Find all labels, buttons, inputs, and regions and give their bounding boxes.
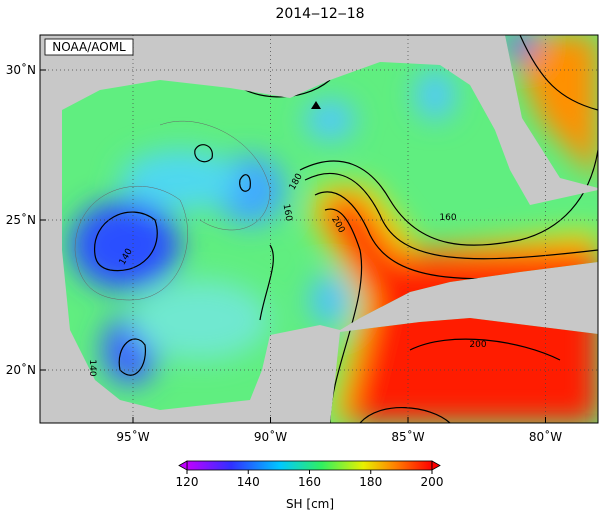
colorbar-tick-label: 180	[359, 475, 382, 489]
colorbar-tick-label: 200	[421, 475, 444, 489]
lon-tick-label: 85˚W	[391, 429, 424, 444]
colorbar: SH [cm] 120 140 160 180 200	[176, 460, 444, 511]
colorbar-tick-label: 140	[237, 475, 260, 489]
axes: 30˚N 25˚N 20˚N 95˚W 90˚W 85˚W 80˚W	[6, 62, 562, 444]
colorbar-tick-label: 120	[176, 475, 199, 489]
map-frame	[39, 34, 599, 424]
lon-tick-label: 90˚W	[254, 429, 287, 444]
lon-tick-label: 80˚W	[529, 429, 562, 444]
colorbar-low-arrow	[178, 460, 188, 471]
credit-box	[44, 38, 134, 56]
cuba	[420, 286, 598, 326]
contour-label: 160	[281, 203, 294, 222]
title: 2014‒12‒18	[275, 6, 364, 22]
lat-tick-label: 25˚N	[6, 212, 36, 227]
colorbar-tick-label: 160	[298, 475, 321, 489]
contour-label: 160	[439, 213, 456, 223]
colorbar-label: SH [cm]	[286, 497, 334, 511]
contour-label: 200	[469, 340, 486, 350]
lat-tick-label: 20˚N	[6, 362, 36, 377]
credit: NOAA/AOML	[52, 40, 126, 54]
colorbar-high-arrow	[431, 460, 441, 471]
colorbar-ramp	[186, 460, 433, 471]
lat-tick-label: 30˚N	[6, 62, 36, 77]
lon-tick-label: 95˚W	[116, 429, 149, 444]
station-marker	[311, 101, 321, 109]
graticule	[40, 35, 598, 423]
contour-label: 140	[87, 359, 97, 376]
